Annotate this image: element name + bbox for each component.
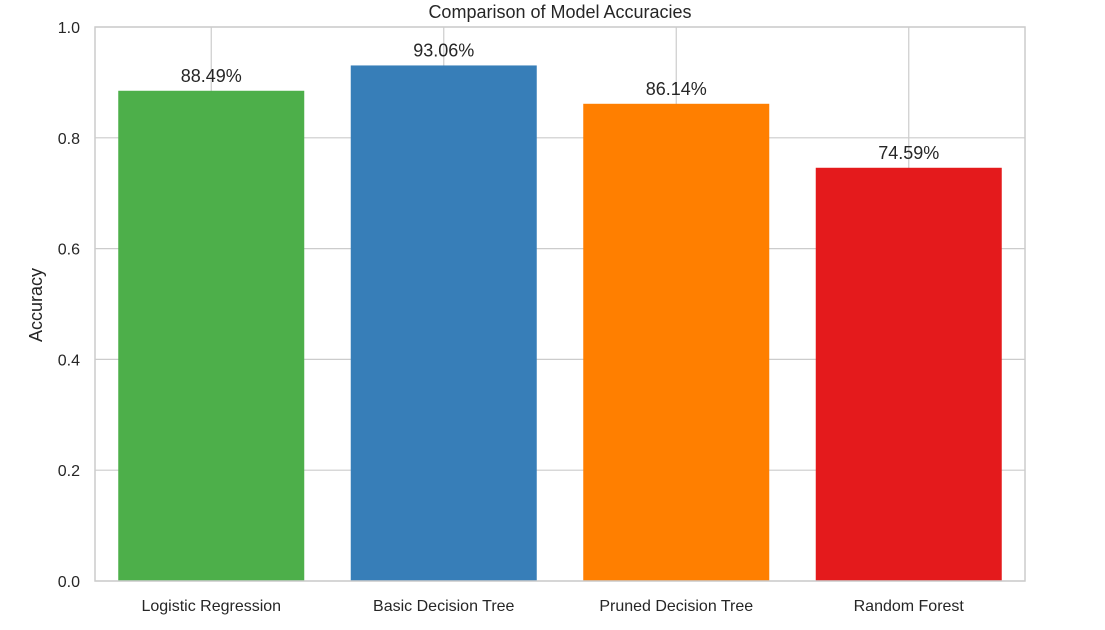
x-tick-label: Pruned Decision Tree: [599, 598, 753, 615]
bars: [118, 65, 1002, 582]
y-tick-label: 0.8: [58, 131, 80, 148]
bar: [118, 90, 305, 581]
bar-value-label: 74.59%: [878, 143, 939, 163]
bar-value-label: 86.14%: [646, 79, 707, 99]
y-tick-labels: 0.0 0.2 0.4 0.6 0.8 1.0: [58, 20, 80, 591]
y-tick-label: 0.2: [58, 463, 80, 480]
x-tick-label: Logistic Regression: [141, 598, 281, 615]
x-tick-labels: Logistic Regression Basic Decision Tree Pr…: [141, 598, 964, 615]
value-labels: 88.49% 93.06% 86.14% 74.59%: [181, 40, 940, 162]
y-tick-label: 0.0: [58, 574, 80, 591]
chart-title: Comparison of Model Accuracies: [428, 2, 691, 22]
y-axis-label: Accuracy: [26, 268, 46, 342]
bar-value-label: 88.49%: [181, 66, 242, 86]
y-tick-label: 0.6: [58, 242, 80, 259]
y-tick-label: 1.0: [58, 20, 80, 37]
bar: [583, 103, 770, 582]
bar-value-label: 93.06%: [413, 40, 474, 60]
bar: [815, 167, 1002, 581]
plot-frame: [94, 26, 1026, 582]
bar: [350, 65, 537, 581]
x-tick-label: Random Forest: [854, 598, 965, 615]
y-tick-label: 0.4: [58, 352, 80, 369]
x-tick-label: Basic Decision Tree: [373, 598, 514, 615]
